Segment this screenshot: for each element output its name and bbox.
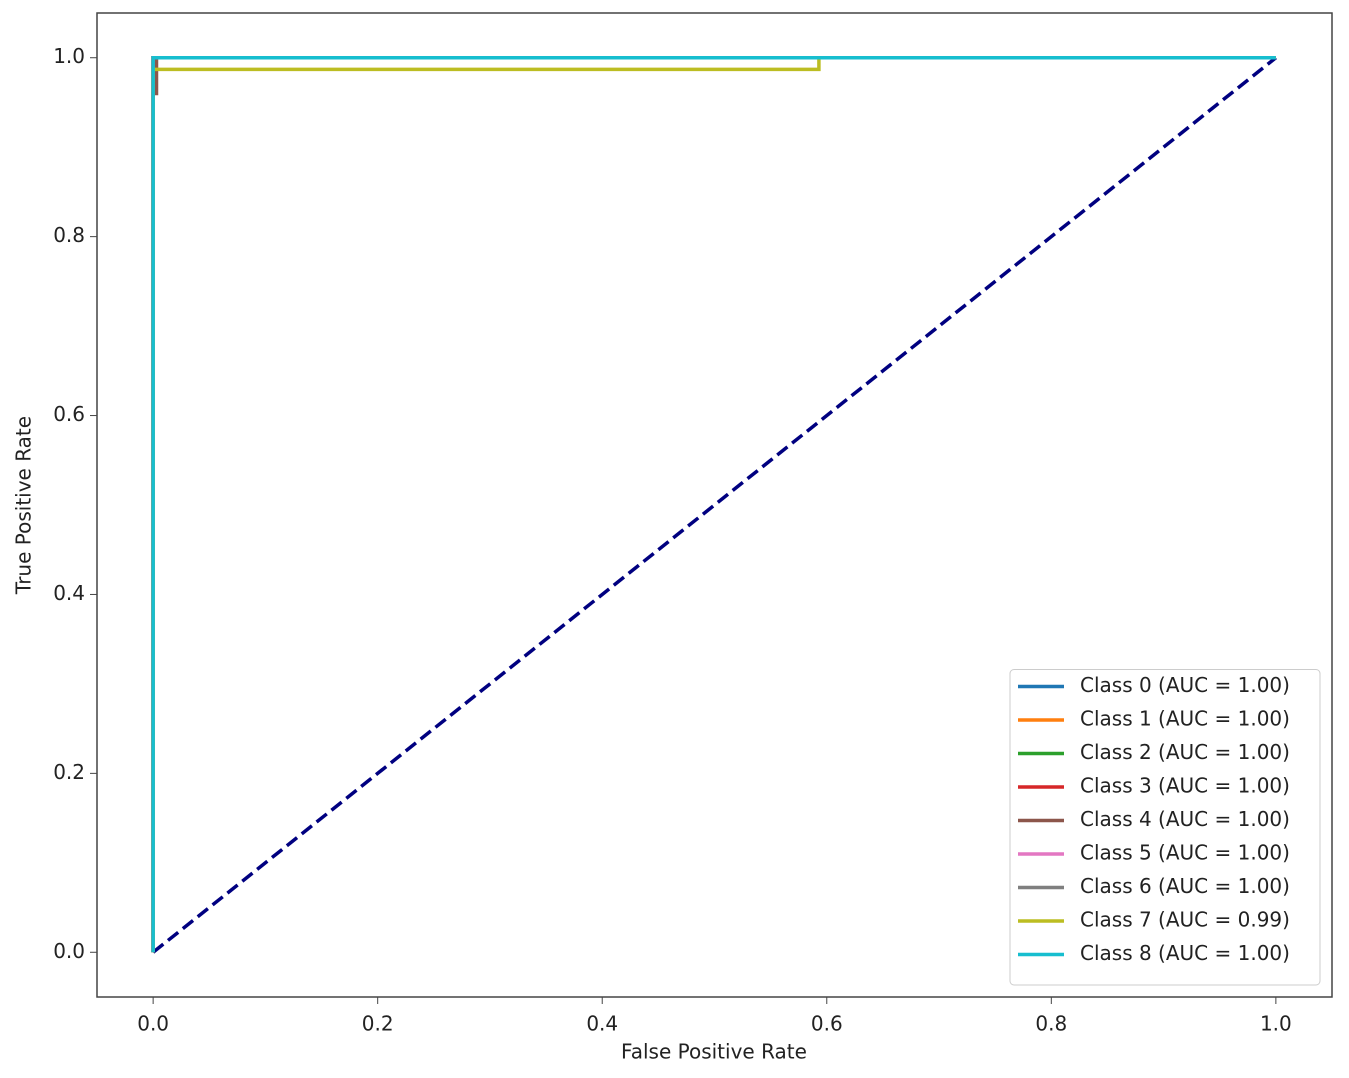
x-tick-label: 0.2 (362, 1012, 394, 1036)
y-tick-label: 0.2 (53, 760, 85, 784)
legend-box (1009, 669, 1321, 986)
y-tick-label: 0.6 (53, 402, 85, 426)
legend-label: Class 2 (AUC = 1.00) (1080, 740, 1290, 764)
legend-label: Class 3 (AUC = 1.00) (1080, 774, 1290, 798)
legend-label: Class 5 (AUC = 1.00) (1080, 841, 1290, 865)
y-tick-label: 0.8 (53, 223, 85, 247)
y-tick-label: 0.0 (53, 939, 85, 963)
legend-label: Class 7 (AUC = 0.99) (1080, 908, 1290, 932)
y-axis-label: True Positive Rate (12, 416, 36, 595)
reference-line (152, 56, 1277, 954)
legend-label: Class 0 (AUC = 1.00) (1080, 673, 1290, 697)
y-tick-label: 1.0 (53, 44, 85, 68)
legend-label: Class 8 (AUC = 1.00) (1080, 941, 1290, 965)
x-tick-label: 0.0 (137, 1012, 169, 1036)
y-tick-label: 0.4 (53, 581, 85, 605)
x-tick-label: 1.0 (1260, 1012, 1292, 1036)
roc-line (151, 55, 1276, 953)
legend-label: Class 4 (AUC = 1.00) (1080, 807, 1290, 831)
legend-label: Class 1 (AUC = 1.00) (1080, 707, 1290, 731)
legend-label: Class 6 (AUC = 1.00) (1080, 874, 1290, 898)
plot-frame (96, 12, 1333, 998)
x-tick-label: 0.6 (811, 1012, 843, 1036)
x-tick-label: 0.8 (1035, 1012, 1067, 1036)
x-tick-label: 0.4 (586, 1012, 618, 1036)
x-axis-label: False Positive Rate (621, 1040, 807, 1064)
